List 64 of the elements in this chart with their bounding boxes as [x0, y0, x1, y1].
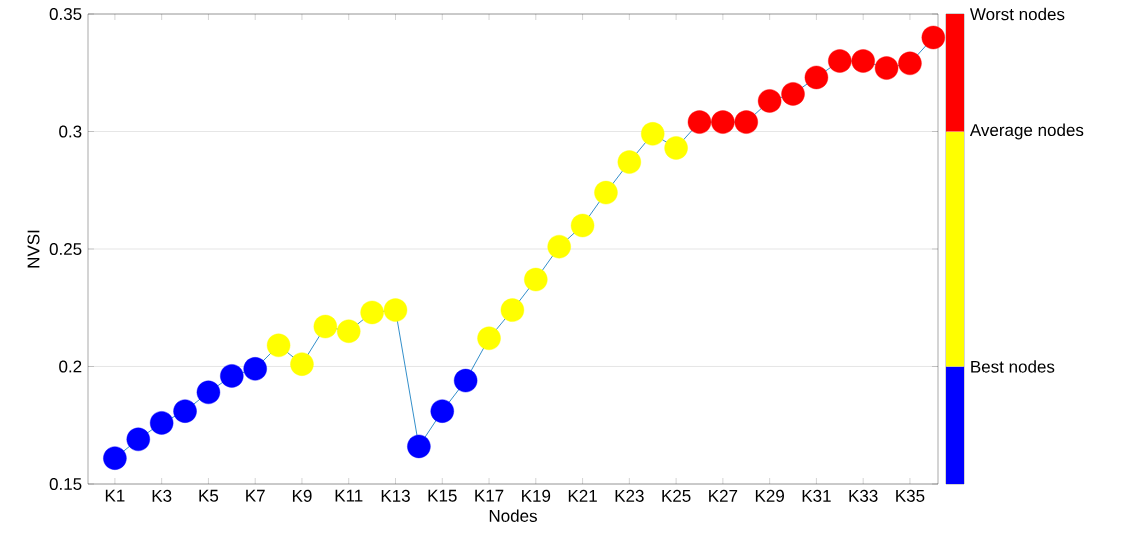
x-tick-label: K23: [615, 489, 644, 502]
point: [874, 56, 899, 80]
point: [687, 110, 712, 134]
point: [243, 357, 267, 381]
point: [664, 136, 688, 160]
x-tick-label: K17: [475, 489, 504, 502]
point: [734, 110, 758, 134]
x-tick-label: K27: [709, 489, 738, 502]
point: [430, 399, 454, 423]
point: [196, 380, 221, 405]
point: [524, 267, 548, 292]
y-tick-label: 0.15: [49, 477, 82, 491]
point: [266, 333, 291, 358]
point: [547, 234, 571, 259]
point: [828, 49, 852, 73]
x-tick-label: K35: [896, 489, 925, 502]
x-tick-label: K21: [568, 489, 597, 502]
x-tick-label: K7: [246, 489, 265, 502]
x-tick-label: K31: [802, 489, 831, 502]
point: [290, 352, 314, 376]
y-tick-label: 0.3: [59, 125, 82, 138]
point: [804, 65, 829, 90]
y-tick-label: 0.2: [59, 360, 82, 373]
x-tick-label: K19: [522, 489, 551, 502]
point: [757, 89, 782, 113]
x-tick-label: K33: [849, 489, 878, 502]
color-bar-label: Best nodes: [971, 360, 1055, 373]
point: [500, 298, 525, 322]
point: [898, 51, 922, 76]
point: [103, 446, 127, 470]
x-tick-label: K29: [755, 489, 784, 502]
x-axis-title: Nodes: [489, 509, 537, 522]
point: [851, 49, 875, 73]
x-tick-label: K15: [428, 489, 457, 502]
point: [711, 110, 735, 134]
x-tick-label: K13: [381, 489, 410, 502]
point: [126, 427, 150, 452]
point: [383, 298, 408, 322]
point: [313, 314, 338, 339]
color-bar-label: Worst nodes: [969, 7, 1065, 21]
x-tick-label: K3: [152, 489, 172, 502]
point: [781, 82, 805, 106]
color-bar-label: Average nodes: [969, 123, 1084, 140]
point: [337, 319, 361, 343]
point: [453, 368, 478, 393]
point: [173, 399, 197, 423]
point: [641, 122, 665, 146]
y-tick-label: 0.35: [49, 7, 82, 21]
point: [921, 25, 946, 50]
x-tick-label: K25: [662, 489, 691, 502]
point: [617, 150, 642, 174]
point: [594, 180, 618, 205]
point: [360, 300, 384, 325]
point: [570, 213, 595, 238]
x-tick-label: K11: [335, 489, 363, 502]
point: [220, 364, 244, 388]
point: [407, 434, 431, 459]
y-axis-title: NVSI: [27, 230, 40, 268]
y-tick-label: 0.25: [49, 242, 82, 256]
point: [149, 411, 174, 435]
x-tick-label: K9: [292, 489, 312, 502]
x-tick-label: K5: [199, 489, 219, 502]
point: [477, 326, 501, 350]
x-tick-label: K1: [105, 489, 125, 502]
